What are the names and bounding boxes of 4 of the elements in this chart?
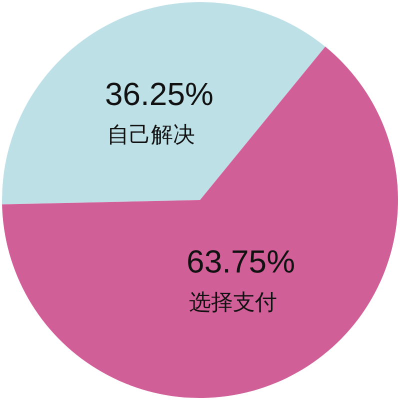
data-label: 63.75% <box>186 243 296 280</box>
data-label: 36.25% <box>104 76 214 112</box>
slice-label: 选择支付 <box>188 290 277 316</box>
slice-label: 自己解决 <box>107 123 196 148</box>
